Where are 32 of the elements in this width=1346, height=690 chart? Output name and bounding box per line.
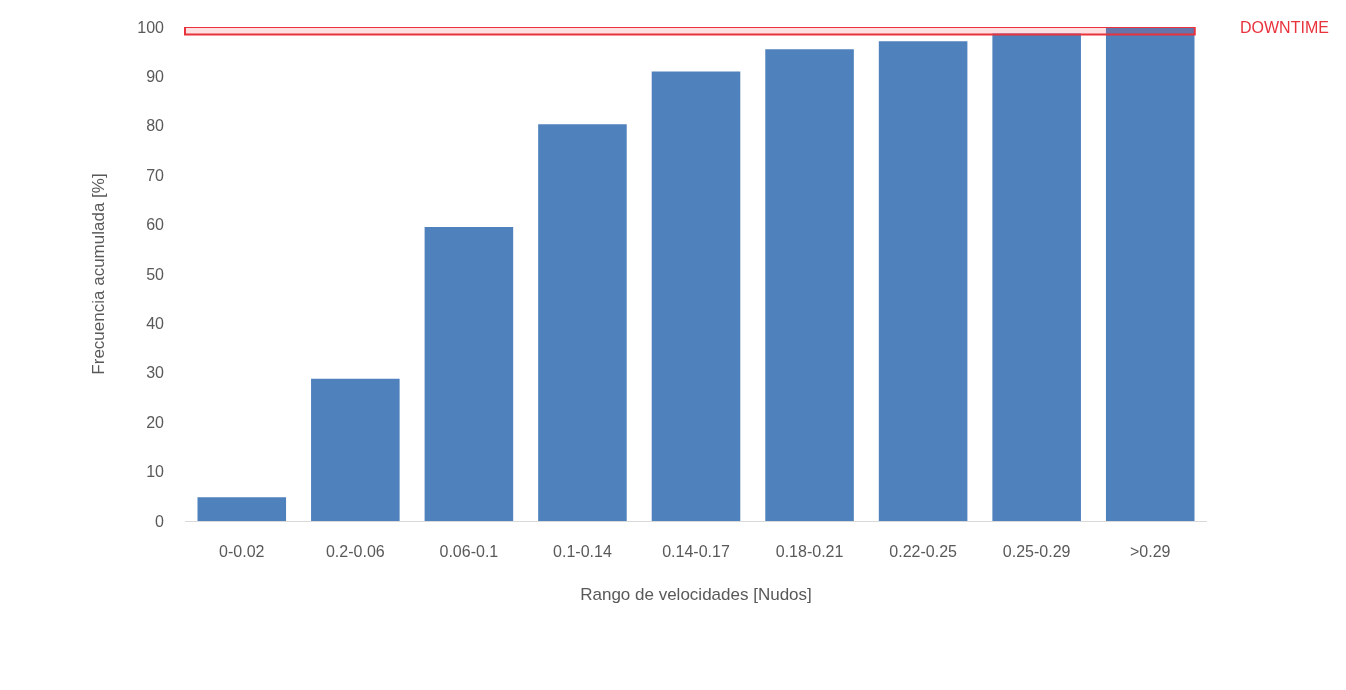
x-tick-label: 0.06-0.1 [439, 543, 499, 561]
x-tick-label: 0.1-0.14 [553, 543, 612, 561]
y-tick-label: 30 [146, 364, 165, 382]
bar [538, 124, 627, 521]
y-tick-label: 60 [146, 216, 165, 234]
x-axis-title: Rango de velocidades [Nudos] [580, 584, 812, 604]
bar [1105, 27, 1195, 521]
x-tick-label: 0.2-0.06 [325, 543, 385, 561]
y-tick-label: 80 [146, 117, 165, 135]
y-tick-label: 10 [146, 463, 165, 481]
bar [878, 41, 968, 521]
y-axis-title: Frecuencia acumulada [%] [88, 173, 108, 375]
band-label: DOWNTIME [1240, 19, 1329, 36]
y-tick-label: 0 [155, 512, 165, 530]
bar [311, 378, 400, 521]
y-tick-label: 50 [146, 265, 165, 283]
bar [424, 227, 514, 521]
y-tick-label: 20 [146, 413, 165, 431]
bar [651, 71, 741, 521]
y-tick-label: 90 [146, 68, 165, 85]
y-tick-label: 100 [137, 18, 165, 36]
y-tick-label: 40 [146, 315, 165, 332]
x-tick-label: >0.29 [1129, 543, 1171, 561]
y-tick-label: 70 [146, 166, 165, 184]
bar [197, 497, 287, 521]
x-tick-label: 0.25-0.29 [1002, 543, 1071, 561]
bar [992, 33, 1081, 521]
x-tick-label: 0-0.02 [219, 543, 265, 561]
x-tick-label: 0.14-0.17 [662, 543, 730, 561]
x-tick-label: 0.18-0.21 [775, 543, 844, 561]
x-tick-label: 0.22-0.25 [889, 543, 958, 561]
bar [765, 49, 854, 521]
